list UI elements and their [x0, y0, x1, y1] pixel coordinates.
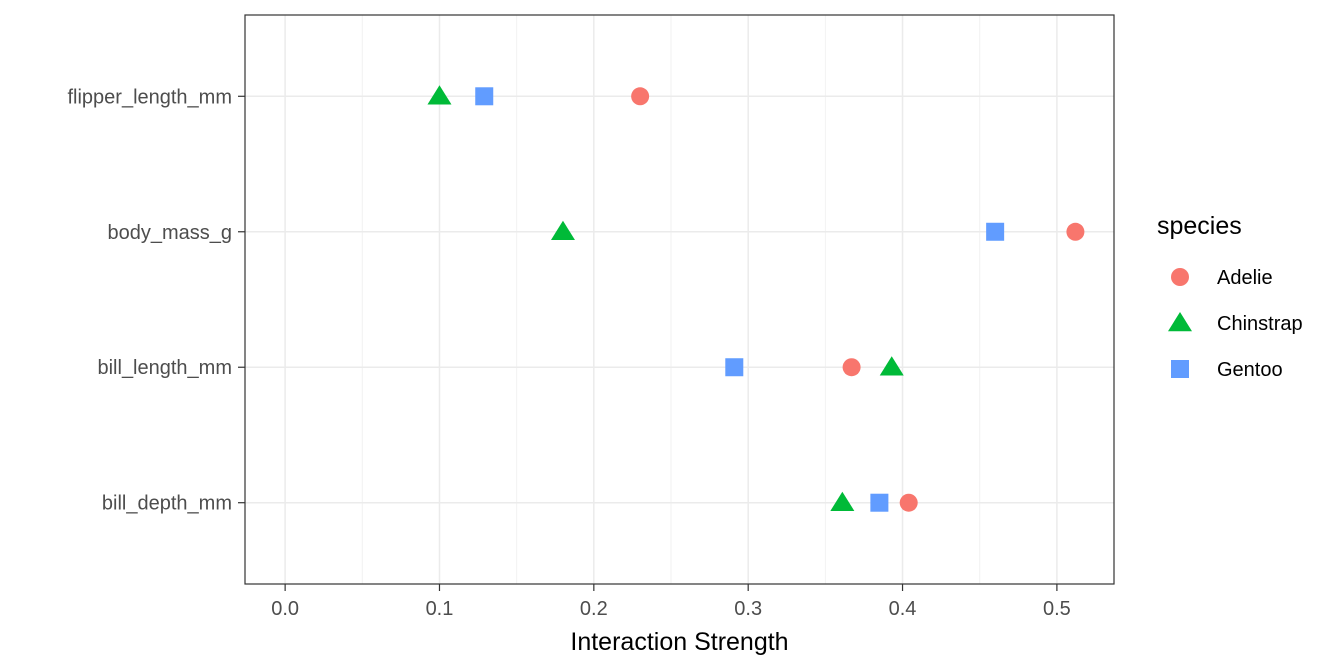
- y-tick-label: body_mass_g: [107, 222, 232, 244]
- legend-label: Adelie: [1217, 267, 1273, 289]
- legend-key-adelie: [1171, 268, 1189, 286]
- legend-key-gentoo: [1171, 360, 1189, 378]
- data-point-gentoo: [475, 87, 494, 106]
- data-point-gentoo: [725, 358, 744, 377]
- legend-label: Chinstrap: [1217, 313, 1303, 335]
- x-tick-label: 0.4: [889, 598, 917, 620]
- x-tick-label: 0.3: [734, 598, 762, 620]
- x-tick-label: 0.1: [426, 598, 454, 620]
- data-point-chinstrap: [879, 356, 904, 376]
- plot-panel-border: [244, 14, 1115, 585]
- data-point-chinstrap: [427, 85, 452, 105]
- data-point-adelie: [899, 493, 918, 512]
- x-tick-label: 0.0: [271, 598, 299, 620]
- data-point-gentoo: [870, 493, 889, 512]
- data-point-adelie: [842, 358, 861, 377]
- x-tick-label: 0.2: [580, 598, 608, 620]
- y-tick-label: bill_length_mm: [97, 357, 232, 379]
- y-tick-label: bill_depth_mm: [102, 493, 232, 515]
- legend-label: Gentoo: [1217, 359, 1283, 381]
- data-point-chinstrap: [550, 220, 575, 241]
- data-point-chinstrap: [830, 491, 855, 511]
- data-point-adelie: [631, 87, 650, 106]
- y-tick-label: flipper_length_mm: [67, 86, 232, 108]
- data-point-gentoo: [986, 222, 1005, 241]
- grid-lines: [245, 15, 1114, 584]
- legend-key-chinstrap: [1168, 312, 1192, 332]
- legend-title: species: [1157, 212, 1242, 240]
- data-points: [427, 85, 1085, 512]
- axes: 0.0 0.1 0.2 0.3 0.4 0.5 bill_depth_mm bill_leng…: [67, 86, 1070, 620]
- x-tick-label: 0.5: [1043, 598, 1071, 620]
- data-point-adelie: [1066, 222, 1085, 241]
- legend: species Adelie Chinstrap Gentoo: [1157, 212, 1303, 381]
- x-axis-title: Interaction Strength: [570, 628, 788, 656]
